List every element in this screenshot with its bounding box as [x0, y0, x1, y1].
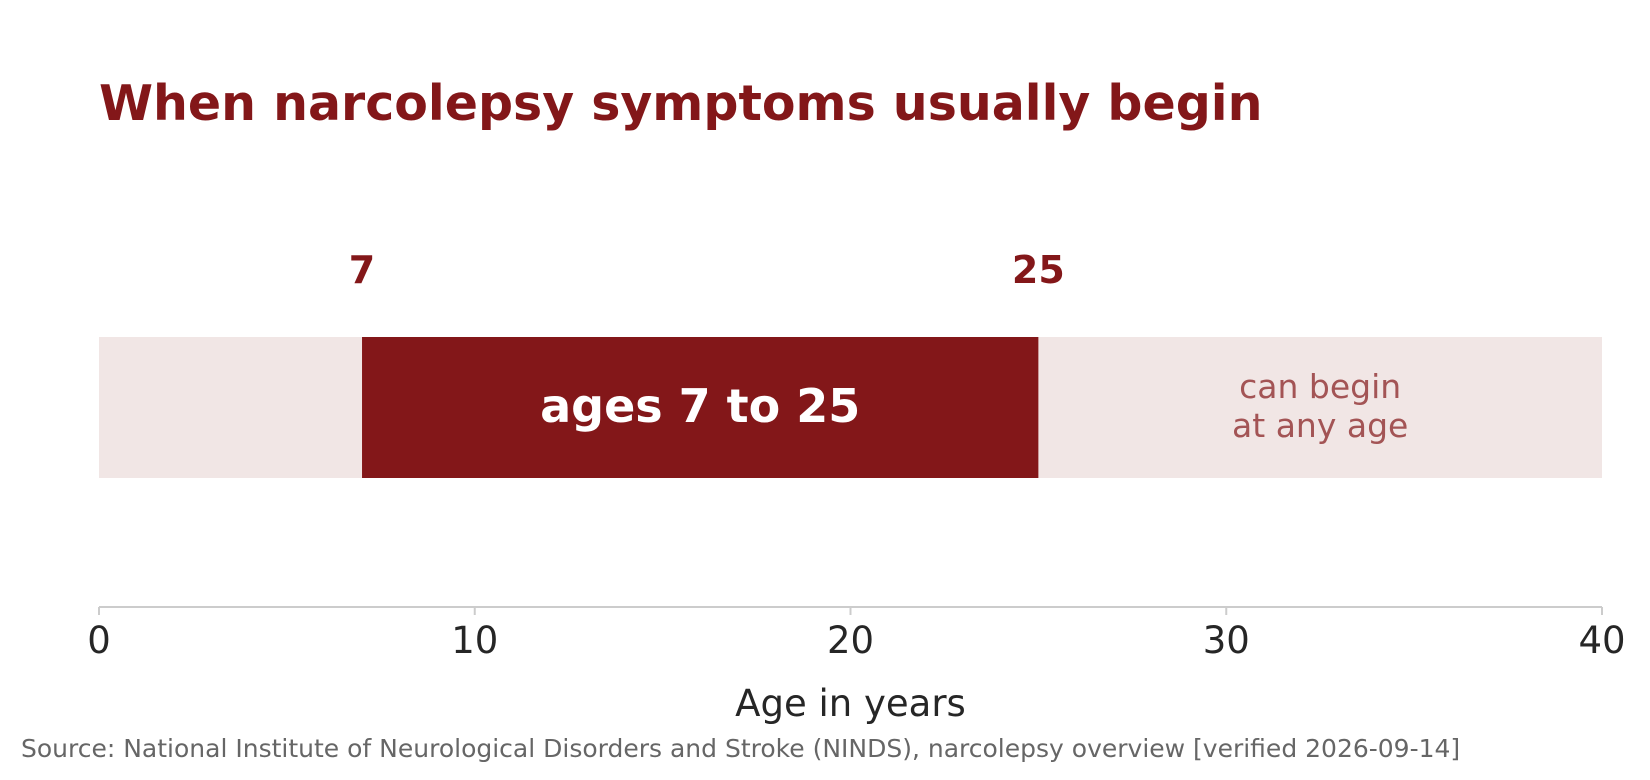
x-tick-label: 30 [1203, 619, 1250, 662]
onset-start-label: 7 [349, 248, 375, 292]
typical-onset-label: ages 7 to 25 [540, 379, 860, 433]
x-tick-label: 20 [827, 619, 874, 662]
x-axis-title: Age in years [735, 682, 966, 725]
source-note: Source: National Institute of Neurologic… [21, 734, 1460, 763]
typical-onset-bar [362, 337, 1039, 478]
onset-end-label: 25 [1012, 248, 1065, 292]
x-tick-label: 40 [1578, 619, 1625, 662]
x-tick-label: 0 [87, 619, 111, 662]
x-axis-ticks: 0 10 20 30 40 [87, 607, 1626, 662]
annotation-line-1: can begin [1239, 367, 1401, 406]
annotation-line-2: at any age [1232, 406, 1408, 445]
x-tick-label: 10 [451, 619, 498, 662]
chart-title: When narcolepsy symptoms usually begin [99, 75, 1262, 132]
